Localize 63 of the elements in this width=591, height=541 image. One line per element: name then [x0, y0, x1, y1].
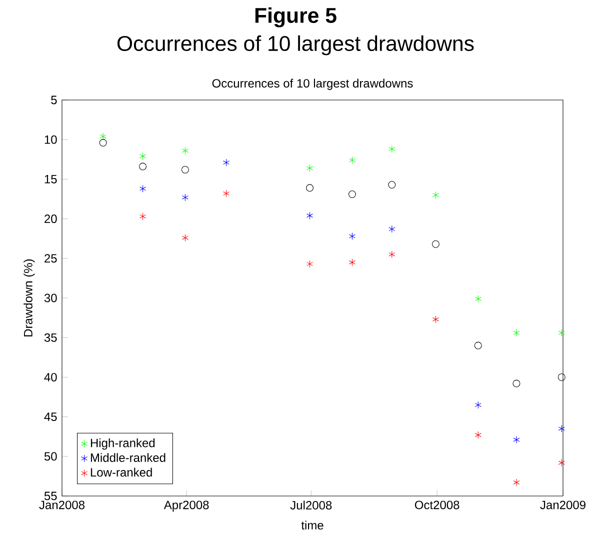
x-tick-label: Oct2008: [414, 500, 460, 510]
point: [139, 184, 146, 192]
point: [181, 166, 189, 174]
point: [388, 181, 396, 188]
chart-title: Figure 5: [255, 7, 336, 28]
point: [100, 132, 106, 140]
point: [388, 250, 396, 258]
point: [474, 401, 482, 409]
point: [474, 295, 482, 303]
x-tick-label: Apr2008: [164, 500, 209, 512]
point: [432, 191, 439, 199]
point: [474, 342, 482, 350]
chart-subtitle: Occurrences of 10 largest drawdowns: [117, 35, 474, 56]
y-axis-title: Drawdown (%): [24, 259, 35, 336]
legend-label: High-ranked: [90, 438, 155, 450]
x-tick-label: Jul2008: [290, 500, 332, 510]
point: [306, 212, 314, 220]
point: [512, 380, 520, 388]
point: [388, 145, 396, 153]
x-tick-label: Jan2008: [39, 500, 84, 510]
point: [348, 190, 356, 198]
x-tick-label: Jan2009: [540, 500, 586, 510]
y-tick-label: 40: [44, 372, 57, 382]
legend-label: Low-ranked: [90, 468, 152, 477]
y-tick-label: 55: [44, 492, 57, 500]
point: [222, 190, 230, 198]
point: [513, 436, 520, 444]
point: [348, 156, 356, 164]
point: [182, 194, 188, 202]
point: [432, 316, 439, 324]
point: [348, 232, 356, 240]
x-axis-title: time: [301, 520, 324, 530]
y-tick-label: 20: [44, 214, 57, 224]
text: Occurrences of 10 largest drawdowns: [212, 78, 413, 90]
point: [432, 240, 440, 248]
point: [222, 158, 230, 166]
point: [182, 146, 188, 154]
point: [306, 260, 314, 268]
y-tick-label: 25: [44, 254, 57, 263]
point: [139, 152, 146, 160]
point: [558, 424, 565, 432]
y-tick-label: 30: [44, 294, 57, 302]
y-tick-label: 50: [44, 452, 57, 461]
y-tick-label: 15: [44, 175, 57, 184]
point: [99, 139, 107, 146]
point: [558, 329, 565, 337]
point: [306, 164, 314, 172]
legend-label: Middle-ranked: [90, 453, 166, 462]
point: [139, 212, 146, 220]
point: [474, 431, 482, 439]
point: [182, 234, 188, 242]
point: [348, 258, 356, 266]
y-tick-label: 35: [44, 333, 57, 342]
point: [139, 162, 147, 170]
point: [558, 458, 565, 466]
y-tick-label: 10: [44, 135, 57, 144]
point: [558, 373, 566, 381]
point: [388, 225, 396, 233]
y-tick-label: 45: [44, 412, 57, 421]
point: [513, 329, 520, 337]
point: [306, 184, 314, 192]
y-tick-label: 5: [51, 96, 57, 104]
point: [513, 478, 520, 486]
